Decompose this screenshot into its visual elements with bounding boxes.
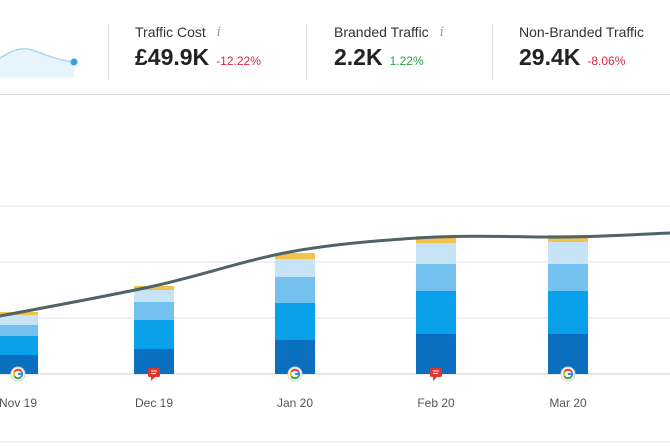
google-icon-arc — [290, 375, 300, 380]
bar-segment — [416, 291, 456, 334]
note-icon[interactable] — [430, 368, 442, 381]
sparkline-chart — [0, 47, 78, 78]
metric-change: 1.22% — [389, 54, 424, 68]
metric-divider — [108, 24, 109, 80]
sparkline-area — [0, 48, 74, 78]
metric-value: 2.2K — [334, 44, 383, 70]
google-icon-arc — [562, 371, 566, 377]
bar-segment — [416, 334, 456, 374]
bar-segment — [275, 277, 315, 303]
bar-segment — [0, 336, 38, 355]
note-icon-bubble — [430, 368, 442, 377]
google-icon-arc — [563, 368, 573, 373]
x-axis-tick-label: Feb 20 — [417, 396, 455, 410]
trend-line — [0, 231, 670, 318]
chart-x-axis-labels: Nov 19 Dec 19 Jan 20 Feb 20 Mar 20 — [0, 396, 587, 410]
metric-label: Branded Traffic — [334, 24, 429, 40]
chart-event-markers — [10, 366, 576, 382]
note-icon-tail — [151, 377, 155, 381]
bar-segment — [548, 291, 588, 334]
bar-segment — [0, 325, 38, 336]
x-axis-tick-label: Jan 20 — [277, 396, 313, 410]
google-icon[interactable] — [287, 366, 303, 382]
metric-non-branded-traffic: Non-Branded Traffic 29.4K -8.06% — [519, 24, 644, 71]
x-axis-tick-label: Dec 19 — [135, 396, 173, 410]
bar-segment — [275, 259, 315, 277]
info-icon[interactable]: i — [439, 24, 444, 40]
bar-segment — [275, 303, 315, 340]
bar-segment — [0, 315, 38, 325]
metric-divider — [306, 24, 307, 80]
metrics-divider-line — [0, 94, 670, 95]
google-icon-arc — [13, 368, 23, 373]
metric-traffic-cost: Traffic Cost i £49.9K -12.22% — [135, 24, 261, 71]
google-icon-arc — [13, 375, 23, 380]
sparkline-end-dot — [70, 58, 78, 66]
traffic-chart: Nov 19 Dec 19 Jan 20 Feb 20 Mar 20 — [0, 205, 670, 443]
x-axis-tick-label: Nov 19 — [0, 396, 37, 410]
bar-segment — [275, 253, 315, 259]
bar-segment — [548, 242, 588, 264]
note-icon-tail — [433, 377, 437, 381]
bar-segment — [416, 236, 456, 243]
metric-value: £49.9K — [135, 44, 210, 70]
google-icon-arc — [289, 371, 293, 377]
metric-change: -8.06% — [587, 54, 626, 68]
metric-branded-traffic: Branded Traffic i 2.2K 1.22% — [334, 24, 444, 71]
metric-label: Non-Branded Traffic — [519, 24, 645, 40]
metric-divider — [492, 24, 493, 80]
metric-value: 29.4K — [519, 44, 581, 70]
bar-segment — [0, 355, 38, 374]
sparkline-line — [0, 47, 75, 63]
note-icon-bubble — [148, 368, 160, 377]
bar-segment — [416, 243, 456, 264]
google-icon[interactable] — [560, 366, 576, 382]
chart-trend-line — [0, 231, 670, 318]
metrics-strip: Traffic Cost i £49.9K -12.22% Branded Tr… — [0, 0, 670, 95]
google-icon[interactable] — [10, 366, 26, 382]
note-icon[interactable] — [148, 368, 160, 381]
bar-segment — [134, 320, 174, 349]
bar-segment — [416, 264, 456, 291]
metric-label: Traffic Cost — [135, 24, 206, 40]
bar-segment — [548, 264, 588, 291]
info-icon[interactable]: i — [216, 24, 221, 40]
google-icon-arc — [12, 371, 16, 377]
bar-segment — [134, 286, 174, 290]
google-icon-arc — [290, 368, 300, 373]
x-axis-tick-label: Mar 20 — [549, 396, 587, 410]
google-icon-arc — [563, 375, 573, 380]
bar-segment — [134, 290, 174, 302]
bar-segment — [134, 302, 174, 320]
chart-bars — [0, 235, 588, 374]
metric-change: -12.22% — [216, 54, 261, 68]
